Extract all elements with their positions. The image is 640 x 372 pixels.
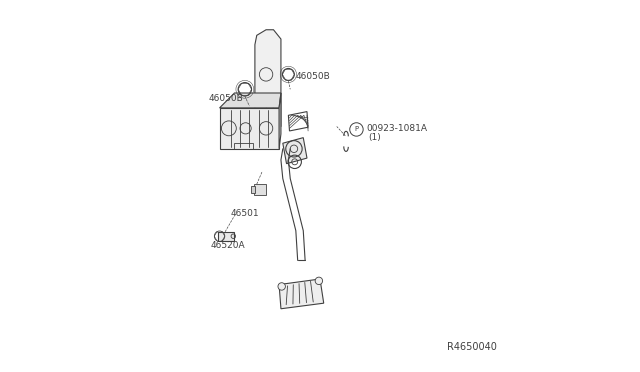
Polygon shape [289,112,308,131]
Polygon shape [255,30,281,132]
Polygon shape [279,279,324,309]
Polygon shape [279,93,281,149]
Text: 00923-1081A: 00923-1081A [367,124,428,133]
Polygon shape [283,138,307,164]
Text: (1): (1) [369,133,381,142]
Polygon shape [220,93,281,108]
Text: P: P [355,126,358,132]
Text: R4650040: R4650040 [447,341,497,352]
Text: 46501: 46501 [231,209,259,218]
Polygon shape [251,186,255,193]
Circle shape [278,283,285,290]
Text: 46520A: 46520A [211,241,245,250]
Polygon shape [220,108,279,149]
Polygon shape [218,232,234,241]
Polygon shape [254,184,266,195]
Text: 46050B: 46050B [209,94,244,103]
Circle shape [315,277,323,285]
Text: 46050B: 46050B [296,72,331,81]
